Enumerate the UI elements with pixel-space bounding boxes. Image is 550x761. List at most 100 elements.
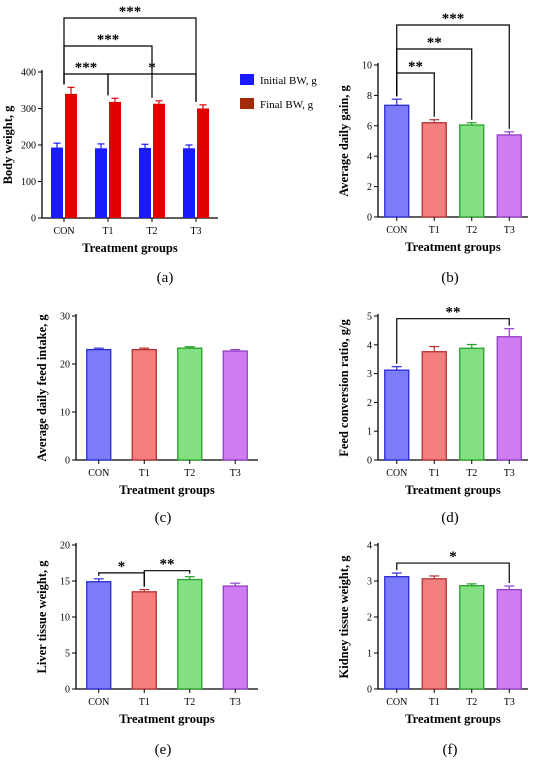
bar (183, 148, 195, 218)
y-axis-title: Feed conversion ratio, g/g (337, 319, 351, 457)
bar (222, 350, 248, 461)
y-tick-label: 4 (367, 152, 372, 163)
x-tick-label: T3 (230, 697, 241, 708)
bar (222, 585, 248, 690)
legend-swatch (240, 74, 254, 85)
bar (51, 147, 63, 218)
bar (459, 124, 485, 218)
y-tick-label: 3 (367, 577, 372, 588)
y-tick-label: 1 (367, 649, 372, 660)
x-tick-label: T2 (184, 468, 195, 479)
chart-panel-c: 0 10 20 30 CON T1 T2 T3 Treatment groups Average … (35, 312, 258, 526)
panel-label: (e) (155, 742, 172, 758)
x-tick-label: T2 (466, 468, 477, 479)
y-tick-label: 20 (60, 541, 70, 552)
y-tick-label: 0 (367, 456, 372, 467)
significance-label: ** (408, 59, 423, 75)
bar (496, 134, 522, 218)
x-tick-label: T2 (146, 226, 157, 237)
y-tick-label: 6 (367, 121, 372, 132)
bar (177, 578, 203, 690)
x-tick-label: T1 (139, 697, 150, 708)
y-tick-label: 10 (60, 613, 70, 624)
bar (384, 369, 410, 461)
y-tick-label: 10 (60, 408, 70, 419)
significance-label: * (118, 559, 126, 575)
y-axis-title: Average daily feed intake, g (35, 314, 49, 462)
y-axis-title: Kidney tissue weight, g (337, 555, 351, 679)
y-tick-label: 100 (21, 177, 36, 188)
bar (177, 347, 203, 461)
x-axis-title: Treatment groups (82, 241, 178, 255)
y-tick-label: 5 (65, 649, 70, 660)
bar (153, 103, 165, 218)
x-tick-label: T3 (504, 468, 515, 479)
x-axis-title: Treatment groups (119, 712, 215, 726)
bar (496, 588, 522, 690)
significance-label: ** (427, 35, 442, 51)
bar (421, 578, 447, 690)
y-tick-label: 15 (60, 577, 70, 588)
bar (197, 108, 209, 218)
bar (86, 581, 112, 690)
bar (131, 591, 157, 690)
significance-bracket (396, 562, 510, 584)
x-axis-title: Treatment groups (405, 240, 501, 254)
bar (421, 122, 447, 218)
panel-label: (a) (157, 270, 174, 286)
significance-label: *** (119, 4, 142, 20)
significance-label: *** (75, 60, 98, 76)
y-tick-label: 0 (367, 685, 372, 696)
bar (459, 585, 485, 690)
x-tick-label: CON (386, 225, 407, 236)
y-axis-title: Liver tissue weight, g (35, 560, 49, 674)
legend-swatch (240, 98, 254, 109)
y-tick-label: 300 (21, 104, 36, 115)
significance-bracket (396, 24, 510, 129)
significance-label: * (449, 549, 457, 565)
bar (109, 101, 121, 218)
y-tick-label: 0 (65, 456, 70, 467)
significance-label: *** (97, 32, 120, 48)
x-tick-label: T3 (504, 225, 515, 236)
x-tick-label: T2 (184, 697, 195, 708)
x-tick-label: T1 (429, 225, 440, 236)
x-tick-label: T3 (504, 697, 515, 708)
significance-label: *** (442, 11, 465, 27)
chart-panel-e: 0 5 10 15 20 CON T1 T2 T3 Treatment groups Liver t… (35, 541, 258, 758)
bar (384, 576, 410, 690)
significance-bracket (396, 318, 510, 364)
significance-label: ** (160, 557, 175, 573)
legend-label: Initial BW, g (260, 75, 317, 87)
y-tick-label: 0 (65, 685, 70, 696)
x-axis-title: Treatment groups (119, 483, 215, 497)
y-tick-label: 8 (367, 91, 372, 102)
y-tick-label: 0 (31, 214, 36, 225)
panel-label: (f) (443, 742, 458, 758)
x-tick-label: T1 (429, 697, 440, 708)
bar (459, 347, 485, 461)
bar (496, 336, 522, 461)
y-axis-title: Body weight, g (1, 105, 15, 185)
y-tick-label: 2 (367, 613, 372, 624)
x-tick-label: CON (53, 226, 74, 237)
bar (384, 104, 410, 218)
chart-panel-a: 0 100 200 300 400 CON T1 T2 T3 Treatment groups Bo… (1, 4, 317, 286)
panel-label: (d) (441, 510, 459, 526)
y-tick-label: 4 (367, 340, 372, 351)
x-tick-label: CON (386, 697, 407, 708)
x-tick-label: CON (88, 468, 109, 479)
y-tick-label: 0 (367, 213, 372, 224)
y-tick-label: 10 (362, 61, 372, 72)
y-tick-label: 4 (367, 541, 372, 552)
panel-label: (c) (155, 510, 172, 526)
x-tick-label: CON (88, 697, 109, 708)
panel-label: (b) (441, 270, 459, 286)
y-tick-label: 400 (21, 68, 36, 79)
y-tick-label: 1 (367, 427, 372, 438)
x-tick-label: T3 (230, 468, 241, 479)
y-tick-label: 200 (21, 141, 36, 152)
y-tick-label: 2 (367, 398, 372, 409)
bar (95, 148, 107, 218)
